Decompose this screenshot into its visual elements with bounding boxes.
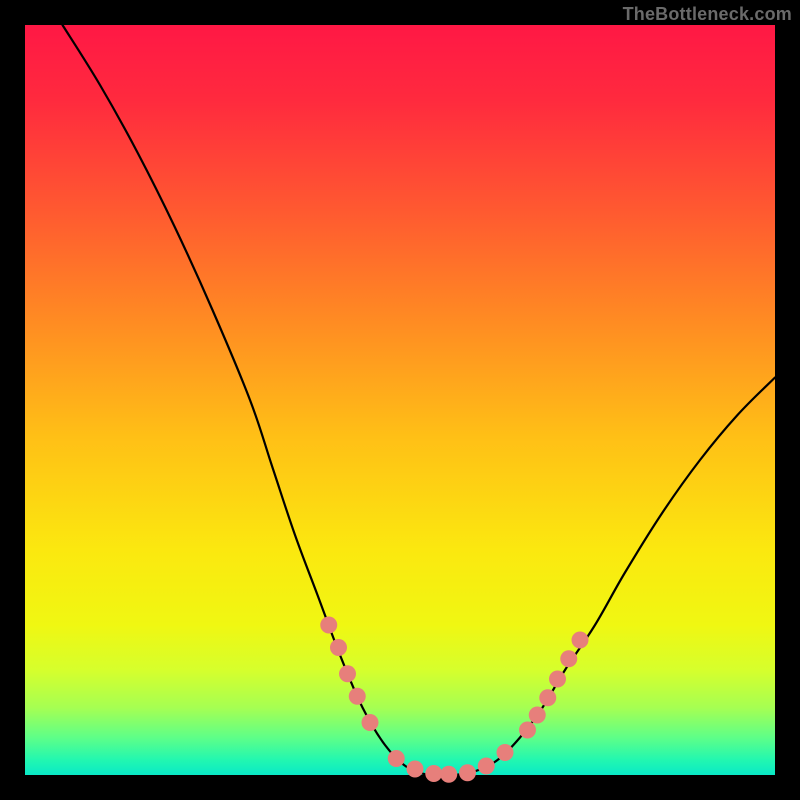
data-dot <box>478 758 495 775</box>
bottleneck-chart <box>0 0 800 800</box>
data-dot <box>425 765 442 782</box>
chart-frame: TheBottleneck.com <box>0 0 800 800</box>
data-dot <box>320 617 337 634</box>
data-dot <box>560 650 577 667</box>
data-dot <box>529 707 546 724</box>
data-dot <box>440 766 457 783</box>
data-dot <box>549 671 566 688</box>
data-dot <box>330 639 347 656</box>
data-dot <box>497 744 514 761</box>
data-dot <box>572 632 589 649</box>
data-dot <box>407 761 424 778</box>
data-dot <box>339 665 356 682</box>
gradient-bg <box>25 25 775 775</box>
data-dot <box>362 714 379 731</box>
data-dot <box>539 689 556 706</box>
watermark-text: TheBottleneck.com <box>623 4 792 25</box>
data-dot <box>388 750 405 767</box>
data-dot <box>459 764 476 781</box>
data-dot <box>519 722 536 739</box>
data-dot <box>349 688 366 705</box>
